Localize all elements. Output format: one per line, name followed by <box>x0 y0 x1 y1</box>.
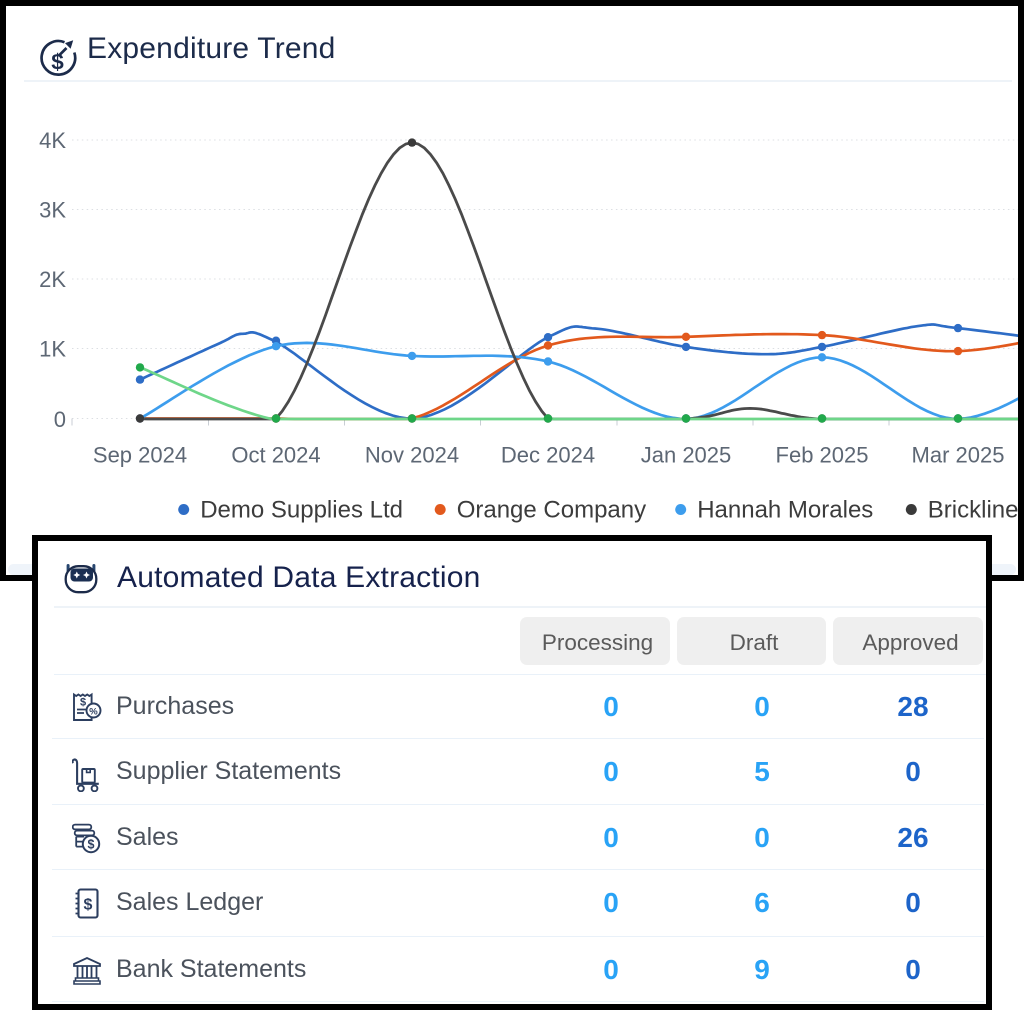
svg-text:Jan 2025: Jan 2025 <box>641 443 732 468</box>
svg-text:Mar 2025: Mar 2025 <box>912 443 1005 468</box>
svg-text:Sep 2024: Sep 2024 <box>93 443 187 468</box>
svg-text:1K: 1K <box>39 337 66 362</box>
svg-text:Orange Company: Orange Company <box>457 497 646 524</box>
svg-text:Nov 2024: Nov 2024 <box>365 443 459 468</box>
svg-text:Oct 2024: Oct 2024 <box>231 443 320 468</box>
svg-text:0: 0 <box>54 407 66 432</box>
svg-text:Brickline Ltd: Brickline Ltd <box>928 497 1018 524</box>
svg-text:$: $ <box>88 838 95 852</box>
svg-text:4K: 4K <box>39 128 66 153</box>
svg-text:$: $ <box>84 897 93 914</box>
svg-text:Feb 2025: Feb 2025 <box>776 443 869 468</box>
svg-text:%: % <box>89 707 98 718</box>
svg-text:2K: 2K <box>39 267 66 292</box>
svg-text:$: $ <box>51 50 64 75</box>
svg-text:3K: 3K <box>39 198 66 223</box>
svg-text:Demo Supplies Ltd: Demo Supplies Ltd <box>200 497 403 524</box>
svg-text:Dec 2024: Dec 2024 <box>501 443 595 468</box>
svg-text:$: $ <box>80 697 86 709</box>
svg-text:Hannah Morales: Hannah Morales <box>697 497 873 524</box>
